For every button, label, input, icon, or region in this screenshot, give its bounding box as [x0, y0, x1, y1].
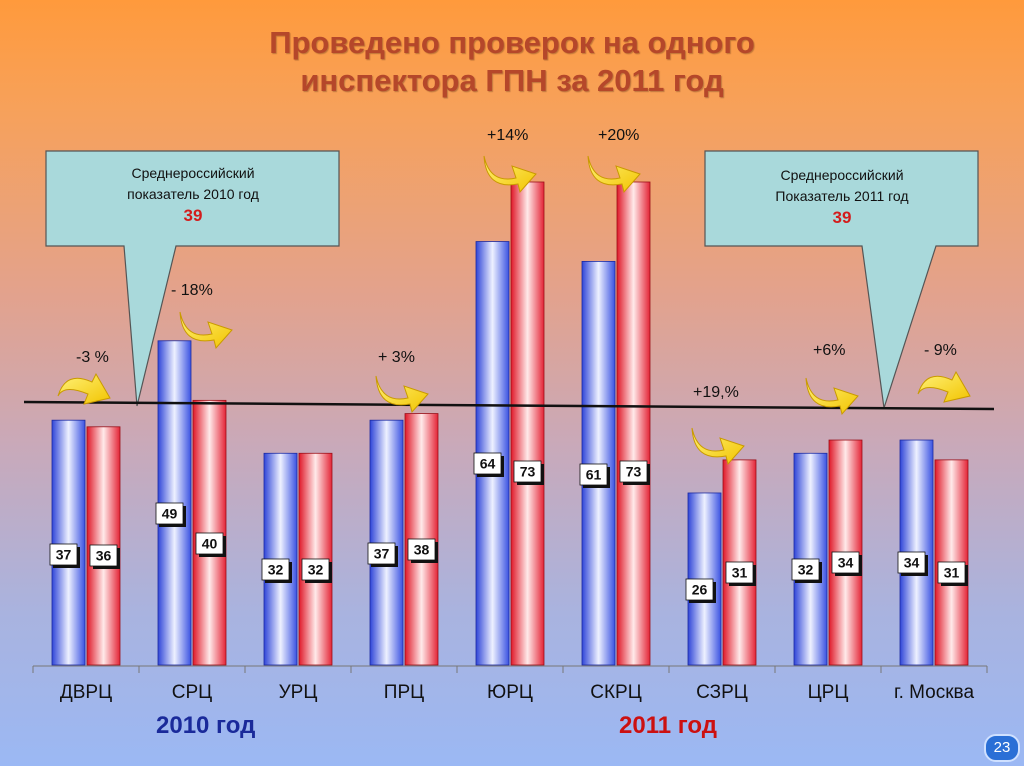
year-2011-label: 2011 год: [619, 712, 717, 739]
category-label: ЦРЦ: [807, 682, 849, 703]
curved-arrow-up-icon: [805, 377, 859, 416]
bar-2011: [510, 181, 545, 666]
bar-2011: [616, 181, 651, 666]
chart-title: Проведено проверок на одного инспектора …: [0, 24, 1024, 100]
category-label: СКРЦ: [590, 682, 642, 703]
callout-2011: Среднероссийский Показатель 2011 год 39: [706, 165, 978, 228]
average-reference-line: [23, 400, 995, 411]
value-label-box: [685, 578, 714, 601]
callout-2010: Среднероссийский показатель 2010 год 39: [48, 163, 338, 226]
title-line-1: Проведено проверок на одного: [269, 25, 755, 60]
year-2010-label: 2010 год: [156, 712, 256, 739]
value-label-box: [367, 542, 396, 565]
value-label: 34: [838, 555, 854, 571]
value-label: 64: [480, 456, 496, 472]
category-label: СЗРЦ: [696, 682, 748, 703]
page-number: 23: [984, 734, 1020, 762]
curved-arrow-down-icon: [917, 370, 971, 403]
change-skrc: +20%: [598, 127, 640, 144]
category-label: ПРЦ: [383, 682, 425, 703]
callout-2011-line2: Показатель 2011 год: [775, 188, 909, 204]
change-crc: +6%: [813, 342, 846, 359]
value-label-box: [261, 558, 290, 581]
change-prc: + 3%: [378, 349, 415, 366]
change-szrc: +19,%: [693, 384, 739, 401]
value-label: 49: [162, 506, 178, 522]
bar-2010: [369, 419, 404, 666]
curved-arrow-up-icon: [483, 155, 537, 194]
category-label: СРЦ: [171, 682, 213, 703]
value-label-box: [155, 502, 184, 525]
value-label: 32: [268, 562, 284, 578]
value-label: 61: [586, 467, 602, 483]
value-label: 40: [202, 536, 218, 552]
category-label: г. Москва: [893, 682, 975, 703]
callout-2011-bubble: [704, 150, 979, 409]
value-label: 36: [96, 548, 112, 564]
category-label: ЮРЦ: [487, 682, 533, 703]
value-label-box: [49, 543, 78, 566]
change-moscow: - 9%: [924, 342, 957, 359]
change-dvrc: -3 %: [76, 349, 109, 366]
value-label-box: [619, 460, 648, 483]
value-label-box: [195, 532, 224, 555]
callout-2010-line2: показатель 2010 год: [127, 186, 259, 202]
value-label: 26: [692, 582, 708, 598]
curved-arrow-up-icon: [179, 311, 233, 350]
bar-2010: [51, 419, 86, 666]
curved-arrow-up-icon: [375, 375, 429, 414]
value-label-box: [513, 460, 542, 483]
value-label: 31: [732, 565, 748, 581]
value-label-box: [473, 452, 502, 475]
curved-arrow-up-icon: [691, 427, 745, 466]
value-label: 32: [308, 562, 324, 578]
value-label: 37: [56, 547, 72, 563]
value-label: 38: [414, 542, 430, 558]
value-label-box: [937, 561, 966, 584]
callout-2011-line1: Среднероссийский: [780, 167, 904, 183]
curved-arrow-down-icon: [57, 372, 111, 405]
callout-2011-value: 39: [832, 208, 852, 227]
title-line-2: инспектора ГПН за 2011 год: [300, 63, 724, 98]
change-yurc: +14%: [487, 127, 529, 144]
callout-2010-bubble: [45, 150, 340, 407]
value-label: 32: [798, 562, 814, 578]
value-label: 31: [944, 565, 960, 581]
bar-2010: [581, 260, 616, 666]
value-label-box: [831, 551, 860, 574]
value-label-box: [791, 558, 820, 581]
callout-2010-line1: Среднероссийский: [131, 165, 255, 181]
callout-2010-value: 39: [183, 206, 203, 225]
value-label: 37: [374, 546, 390, 562]
value-label-box: [301, 558, 330, 581]
change-src: - 18%: [171, 282, 213, 299]
value-label-box: [897, 551, 926, 574]
value-label-box: [89, 544, 118, 567]
value-label-box: [725, 561, 754, 584]
value-label: 34: [904, 555, 920, 571]
value-label-box: [407, 538, 436, 561]
value-label: 73: [520, 464, 536, 480]
category-label: ДВРЦ: [59, 682, 113, 703]
curved-arrow-up-icon: [587, 155, 641, 194]
value-label: 73: [626, 464, 642, 480]
category-label: УРЦ: [278, 682, 318, 703]
value-label-box: [579, 463, 608, 486]
